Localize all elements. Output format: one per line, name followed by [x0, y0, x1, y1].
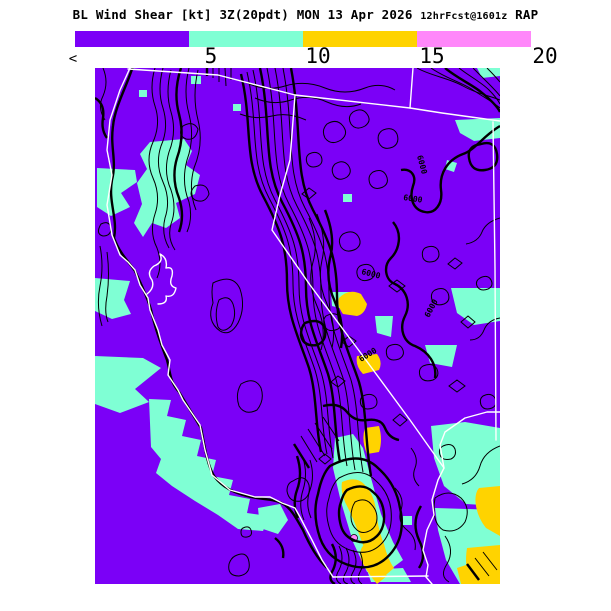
border-42n — [127, 68, 500, 122]
coastline — [106, 68, 334, 578]
contour-elevation-label: 6000 — [403, 193, 424, 205]
colorbar-segment-0-5 — [75, 31, 189, 47]
title-forecast-info: 12hrFcst@1601z — [420, 11, 508, 22]
colorbar-tick-20: 20 — [532, 44, 558, 68]
border-ca-nv — [271, 94, 445, 469]
border-or-id — [409, 68, 414, 109]
title-model: RAP — [515, 7, 539, 22]
colorbar-tick-5: 5 — [204, 44, 218, 68]
page-title: BL Wind Shear [kt] 3Z(20pdt) MON 13 Apr … — [0, 7, 611, 22]
sf-bay-outline — [146, 253, 177, 305]
colorbar-segment-10-15 — [303, 31, 417, 47]
border-mexico — [332, 575, 429, 578]
colorbar-segment-15-20 — [417, 31, 531, 47]
colorbar-tick-10: 10 — [305, 44, 331, 68]
shear-5-10-regions — [95, 68, 500, 584]
border-nv-ut — [492, 121, 497, 441]
colorbar-segment-5-10 — [189, 31, 303, 47]
colorbar — [75, 31, 531, 47]
colorbar-tick-lt: < — [68, 51, 78, 67]
colorbar-tick-15: 15 — [419, 44, 445, 68]
state-borders — [106, 68, 500, 584]
colorado-river — [422, 411, 500, 584]
title-main: BL Wind Shear [kt] 3Z(20pdt) MON 13 Apr … — [72, 7, 413, 22]
forecast-map: 6000 6000 6000 6000 6000 — [95, 68, 500, 584]
shear-10-15-regions — [338, 291, 500, 584]
